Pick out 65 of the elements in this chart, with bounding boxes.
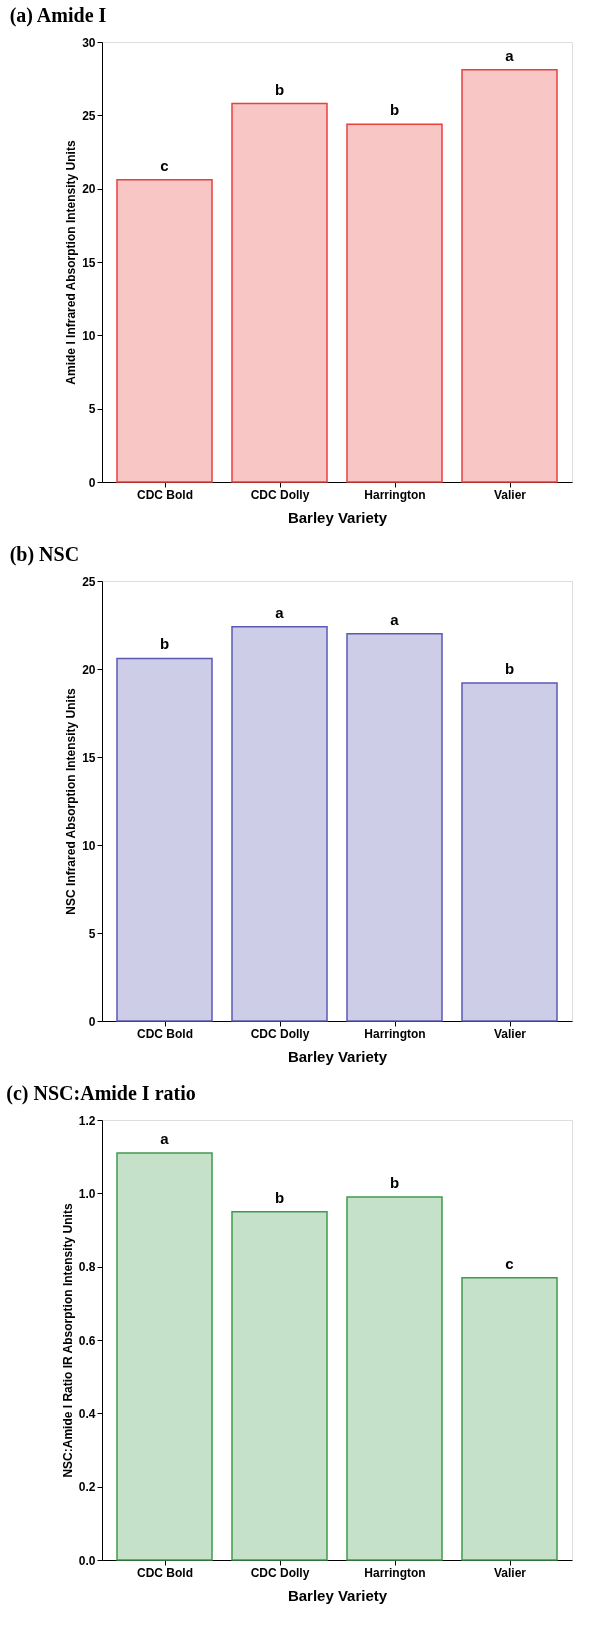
y-tick-label: 0.4 (78, 1406, 96, 1421)
x-tick-label: Harrington (364, 487, 426, 502)
y-tick-label: 15 (82, 750, 96, 765)
annotation: b (274, 80, 285, 98)
y-tick-label: 0.8 (78, 1260, 96, 1275)
y-tick-label: 10 (82, 328, 96, 343)
annotation: b (159, 635, 170, 653)
bar (231, 102, 328, 483)
y-tick-label: 0 (88, 475, 96, 490)
x-tick-label: Valier (493, 1565, 527, 1580)
annotation: b (389, 1174, 400, 1191)
x-tick-label: Valier (493, 1026, 527, 1041)
y-tick-label: 25 (82, 108, 96, 123)
y-tick-label: 1.2 (78, 1113, 96, 1128)
x-tick-label: CDC Bold (137, 1026, 193, 1041)
bar (116, 1152, 213, 1561)
y-tick-label: 5 (88, 926, 96, 941)
x-axis-title: Barley Variety (287, 1047, 388, 1065)
x-tick-label: Valier (493, 487, 527, 502)
bar (231, 1210, 328, 1561)
x-tick-label: CDC Dolly (250, 1026, 310, 1041)
x-tick-label: CDC Dolly (250, 1565, 310, 1580)
bar (461, 682, 558, 1022)
x-axis-title: Barley Variety (287, 1586, 388, 1604)
bar (346, 123, 443, 483)
x-tick-label: Harrington (364, 1026, 426, 1041)
annotation: b (504, 660, 515, 678)
x-tick-label: CDC Dolly (250, 487, 310, 502)
y-axis-title: NSC Infrared Absorption Intensity Units (64, 688, 79, 915)
y-tick-label: 0.2 (78, 1480, 96, 1495)
bar (346, 1196, 443, 1561)
y-axis-title: NSC:Amide I Ratio IR Absorption Intensity Units (60, 1203, 75, 1478)
y-tick-label: 10 (82, 838, 96, 853)
bar (461, 69, 558, 483)
bar (116, 657, 213, 1022)
y-axis-title: Amide I Infrared Absorption Intensity Units (64, 140, 79, 385)
y-tick-label: 5 (88, 402, 96, 417)
x-axis-title: Barley Variety (287, 508, 388, 526)
chart-title: (b) NSC (9, 543, 80, 566)
y-tick-label: 20 (82, 662, 96, 677)
y-tick-label: 30 (82, 35, 96, 50)
annotation: c (505, 1254, 514, 1272)
annotation: a (160, 1130, 170, 1147)
x-tick-label: CDC Bold (137, 487, 193, 502)
annotation: a (505, 46, 515, 64)
bar (346, 633, 443, 1022)
y-tick-label: 1.0 (78, 1186, 96, 1201)
y-tick-label: 20 (82, 182, 96, 197)
bar (231, 626, 328, 1022)
y-tick-label: 15 (82, 255, 96, 270)
y-tick-label: 0 (88, 1014, 96, 1029)
annotation: a (390, 610, 400, 628)
x-tick-label: CDC Bold (137, 1565, 193, 1580)
chart-title: (a) Amide I (9, 4, 107, 27)
annotation: c (160, 156, 169, 174)
annotation: b (389, 101, 400, 119)
bar (461, 1276, 558, 1561)
y-tick-label: 0.0 (78, 1553, 96, 1568)
bar (116, 179, 213, 483)
y-tick-label: 25 (82, 574, 96, 589)
annotation: b (274, 1188, 285, 1206)
y-tick-label: 0.6 (78, 1333, 96, 1348)
annotation: a (275, 603, 285, 621)
x-tick-label: Harrington (364, 1565, 426, 1580)
chart-title: (c) NSC:Amide I ratio (6, 1082, 196, 1105)
